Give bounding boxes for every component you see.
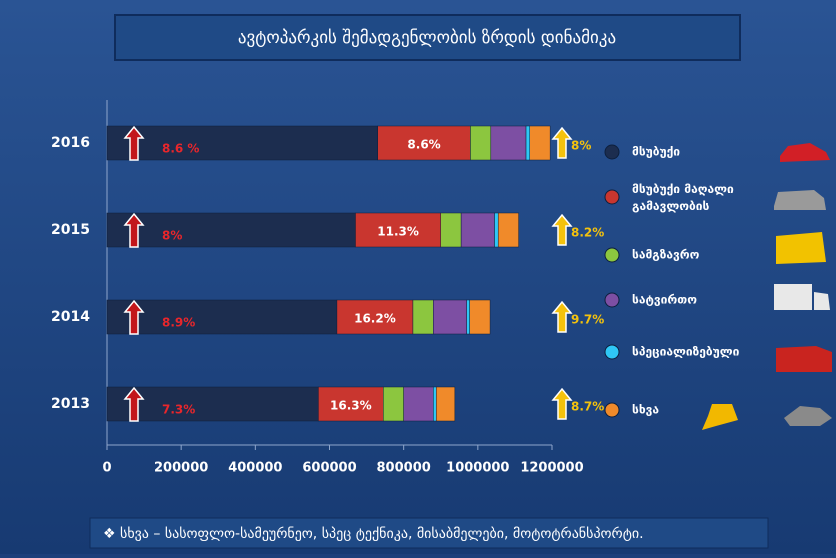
bar-segment [433,387,436,421]
x-tick-label: 200000 [154,461,208,476]
base-growth-label: 8% [162,229,182,243]
legend-marker [605,403,619,417]
legend-label: სხვა [632,403,659,417]
offroad-share-label: 16.2% [354,312,396,326]
bar-segment [436,387,455,421]
offroad-share-label: 8.6% [407,138,440,152]
bar-segment [441,213,461,247]
vehicle-icon [776,232,826,264]
legend-marker [605,345,619,359]
chart: ავტოპარკის შემადგენლობის ზრდის დინამიკა … [0,0,836,554]
bar-segment [467,300,470,334]
x-tick-label: 800000 [377,461,431,476]
total-growth-label: 8% [571,139,591,153]
y-tick-label: 2014 [51,309,90,325]
total-growth-label: 8.7% [571,400,604,414]
x-tick-label: 1000000 [446,461,509,476]
legend-marker [605,248,619,262]
bar-segment [461,213,494,247]
bar-segment [433,300,466,334]
legend-label: მსუბუქი [632,145,680,159]
offroad-share-label: 11.3% [377,225,419,239]
bar-segment [495,213,499,247]
bar-segment [491,126,526,160]
legend-label: სამგზავრო [632,248,700,262]
bar-segment [470,300,490,334]
bar-segment [526,126,530,160]
bar-segment [498,213,518,247]
bar-segment [413,300,433,334]
x-tick-label: 400000 [228,461,282,476]
base-growth-label: 8.9% [162,316,195,330]
legend-label: სპეციალიზებული [632,345,740,359]
legend-marker [605,293,619,307]
total-growth-label: 9.7% [571,313,604,327]
base-growth-label: 8.6 % [162,142,199,156]
x-tick-label: 1200000 [520,461,583,476]
bar-segment [107,300,337,334]
y-tick-label: 2016 [51,135,90,151]
x-tick-label: 600000 [302,461,356,476]
bar-segment [107,126,378,160]
y-tick-label: 2013 [51,396,90,412]
base-growth-label: 7.3% [162,403,195,417]
legend-label: სატვირთო [632,293,697,307]
vehicle-icon [776,346,832,372]
bar-segment [383,387,403,421]
footnote: ❖ სხვა – სასოფლო-სამეურნეო, სპეც ტექნიკა… [103,525,644,542]
offroad-share-label: 16.3% [330,399,372,413]
bar-segment [404,387,434,421]
bar-segment [107,213,355,247]
chart-title: ავტოპარკის შემადგენლობის ზრდის დინამიკა [238,28,616,48]
legend-marker [605,190,619,204]
bar-segment [470,126,490,160]
total-growth-label: 8.2% [571,226,604,240]
x-tick-label: 0 [102,461,111,476]
legend-marker [605,145,619,159]
y-tick-label: 2015 [51,222,90,238]
bar-segment [530,126,550,160]
